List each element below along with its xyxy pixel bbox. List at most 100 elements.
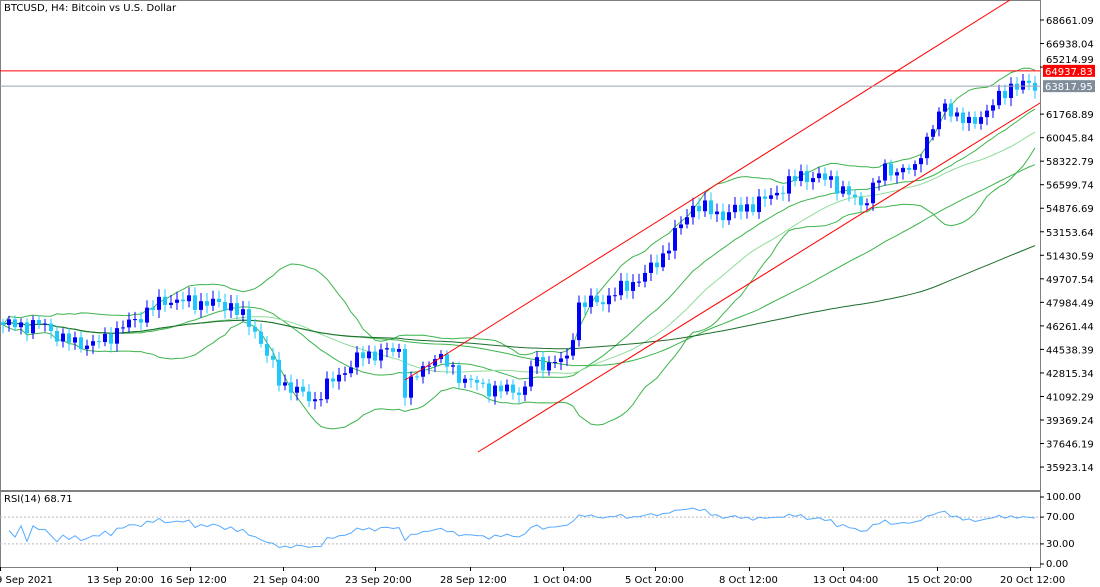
candle-body xyxy=(571,340,575,356)
candle-body xyxy=(643,272,647,282)
y-tick-label: 44538.39 xyxy=(1046,345,1094,356)
x-tick-label: 28 Sep 12:00 xyxy=(440,575,507,586)
candle xyxy=(1,318,5,334)
candle-body xyxy=(889,163,893,176)
candle-body xyxy=(721,211,725,221)
candle xyxy=(397,343,401,358)
candle-body xyxy=(217,298,221,302)
x-tick-label: 20 Oct 12:00 xyxy=(1000,575,1065,586)
candle-body xyxy=(667,250,671,254)
candle xyxy=(763,189,767,208)
candle xyxy=(403,343,407,406)
candle xyxy=(661,245,665,272)
candle-body xyxy=(79,337,83,349)
candle xyxy=(913,160,917,177)
candle-body xyxy=(865,203,869,206)
candle xyxy=(79,331,83,353)
candle-body xyxy=(49,323,53,331)
candle xyxy=(547,356,551,376)
candle-body xyxy=(139,319,143,323)
candle xyxy=(235,294,239,320)
candle-body xyxy=(187,295,191,302)
candle-body xyxy=(775,192,779,196)
candle-body xyxy=(937,111,941,130)
candle xyxy=(709,192,713,220)
candle-body xyxy=(907,167,911,170)
candle-body xyxy=(901,167,905,173)
candle xyxy=(145,300,149,328)
candle xyxy=(553,355,557,368)
candle xyxy=(1033,75,1037,99)
channel-lower-line xyxy=(477,102,1041,453)
candle-body xyxy=(91,341,95,346)
candle xyxy=(175,291,179,310)
candle-body xyxy=(421,366,425,377)
rsi-tick-label: 70.00 xyxy=(1046,512,1075,523)
candle xyxy=(721,203,725,228)
candle xyxy=(499,380,503,399)
candle xyxy=(319,391,323,407)
candle-body xyxy=(337,374,341,382)
candle-body xyxy=(823,173,827,180)
candle xyxy=(931,125,935,141)
candle-body xyxy=(565,355,569,359)
candle xyxy=(493,380,497,405)
candle xyxy=(787,169,791,202)
candle-body xyxy=(1,322,5,325)
candle xyxy=(307,384,311,408)
candle-body xyxy=(481,382,485,384)
candle-body xyxy=(1015,83,1019,90)
candle xyxy=(625,272,629,299)
y-tick-label: 58322.79 xyxy=(1046,157,1094,168)
candle-body xyxy=(445,354,449,367)
candle-body xyxy=(511,384,515,393)
candle-body xyxy=(517,392,521,395)
candle xyxy=(367,345,371,364)
candle-body xyxy=(955,112,959,117)
candle-body xyxy=(259,331,263,344)
candle-body xyxy=(835,176,839,194)
candle xyxy=(427,361,431,375)
rsi-tick-label: 30.00 xyxy=(1046,539,1075,550)
candle xyxy=(823,167,827,187)
candle-body xyxy=(799,171,803,181)
y-tick-label: 41092.29 xyxy=(1046,392,1094,403)
candle-body xyxy=(331,378,335,382)
candle xyxy=(115,321,119,352)
rsi-label: RSI(14) 68.71 xyxy=(4,494,73,505)
candle-body xyxy=(535,357,539,367)
candle-body xyxy=(307,391,311,402)
y-tick-label: 42815.34 xyxy=(1046,369,1094,380)
candle xyxy=(937,107,941,137)
candle-body xyxy=(679,224,683,229)
candle-body xyxy=(37,320,41,324)
candle-body xyxy=(343,373,347,375)
candle-body xyxy=(367,351,371,359)
candle xyxy=(517,387,521,404)
candle-body xyxy=(1003,90,1007,98)
candle-body xyxy=(295,386,299,393)
y-tick-label: 46261.44 xyxy=(1046,322,1094,333)
candle xyxy=(295,379,299,401)
candle xyxy=(793,169,797,187)
candle xyxy=(775,185,779,200)
candle-body xyxy=(97,341,101,343)
candle-body xyxy=(979,117,983,124)
candle xyxy=(649,254,653,282)
candle xyxy=(91,334,95,354)
x-tick-label: 5 Oct 20:00 xyxy=(625,575,684,586)
candle xyxy=(997,84,1001,110)
candle-body xyxy=(361,352,365,359)
candle xyxy=(277,351,281,392)
candle xyxy=(901,164,905,180)
candle xyxy=(73,331,77,350)
candle xyxy=(847,180,851,202)
candle-body xyxy=(115,328,119,344)
candle-body xyxy=(241,309,245,315)
candle xyxy=(733,196,737,219)
candle-body xyxy=(319,399,323,401)
candle-body xyxy=(181,299,185,302)
candle-body xyxy=(931,129,935,137)
